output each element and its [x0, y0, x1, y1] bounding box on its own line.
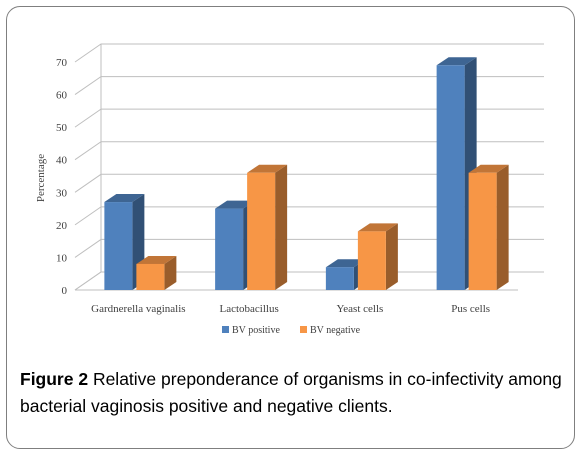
bar-bv-negative	[357, 223, 398, 290]
bar-top	[468, 164, 509, 173]
figure-label: Figure 2	[20, 369, 89, 389]
gridline	[74, 43, 544, 63]
bar-side	[496, 164, 509, 290]
gridline	[74, 76, 544, 95]
bar-top	[215, 200, 256, 209]
y-tick-label: 40	[56, 155, 68, 167]
legend-swatch	[222, 326, 229, 333]
legend-swatch	[300, 326, 307, 333]
gridline	[74, 108, 544, 128]
bar-front	[357, 231, 386, 290]
bar-top	[436, 57, 477, 66]
bar-front	[136, 263, 165, 290]
y-tick-label: 10	[56, 252, 68, 264]
bar-side	[275, 164, 288, 290]
bar-top	[325, 259, 366, 268]
y-axis-label: Percentage	[35, 154, 47, 202]
x-tick-label: Gardnerella vaginalis	[91, 303, 185, 315]
y-tick-label: 50	[56, 122, 68, 134]
gridline	[74, 206, 544, 226]
bar-top	[357, 223, 398, 232]
legend-item: BV negative	[300, 325, 361, 336]
caption-text: Relative preponderance of organisms in c…	[20, 369, 562, 416]
bar-front	[436, 65, 465, 290]
bar-top	[104, 194, 145, 203]
gridline	[74, 141, 544, 161]
y-tick-label: 60	[56, 90, 68, 102]
bar-side	[385, 223, 398, 290]
y-tick-label: 70	[56, 57, 68, 69]
y-tick-label: 0	[62, 285, 68, 297]
bar-bv-negative	[468, 164, 509, 290]
bar-chart: 0 10 20 30 40 50 60 70 Percentage Gardnerella v…	[35, 43, 544, 336]
bar-bv-negative	[247, 164, 288, 290]
bar-front	[104, 202, 133, 290]
gridline	[74, 173, 544, 193]
bar-top	[247, 164, 288, 173]
bar-front	[215, 208, 244, 290]
bar-front	[247, 172, 276, 290]
y-tick-label: 20	[56, 220, 68, 232]
bar-front	[468, 172, 497, 290]
bar-top	[136, 255, 177, 264]
x-tick-label: Pus cells	[451, 303, 490, 315]
bar-bv-positive	[104, 194, 145, 290]
bar-front	[325, 267, 354, 290]
legend-label: BV positive	[232, 325, 280, 336]
bar-side	[164, 255, 177, 290]
y-tick-label: 30	[56, 187, 68, 199]
x-tick-label: Lactobacillus	[219, 303, 278, 315]
legend-label: BV negative	[310, 325, 361, 336]
legend-item: BV positive	[222, 325, 280, 336]
figure-caption: Figure 2 Relative preponderance of organ…	[20, 366, 565, 420]
x-tick-label: Yeast cells	[336, 303, 383, 315]
bar-bv-negative	[136, 255, 177, 290]
